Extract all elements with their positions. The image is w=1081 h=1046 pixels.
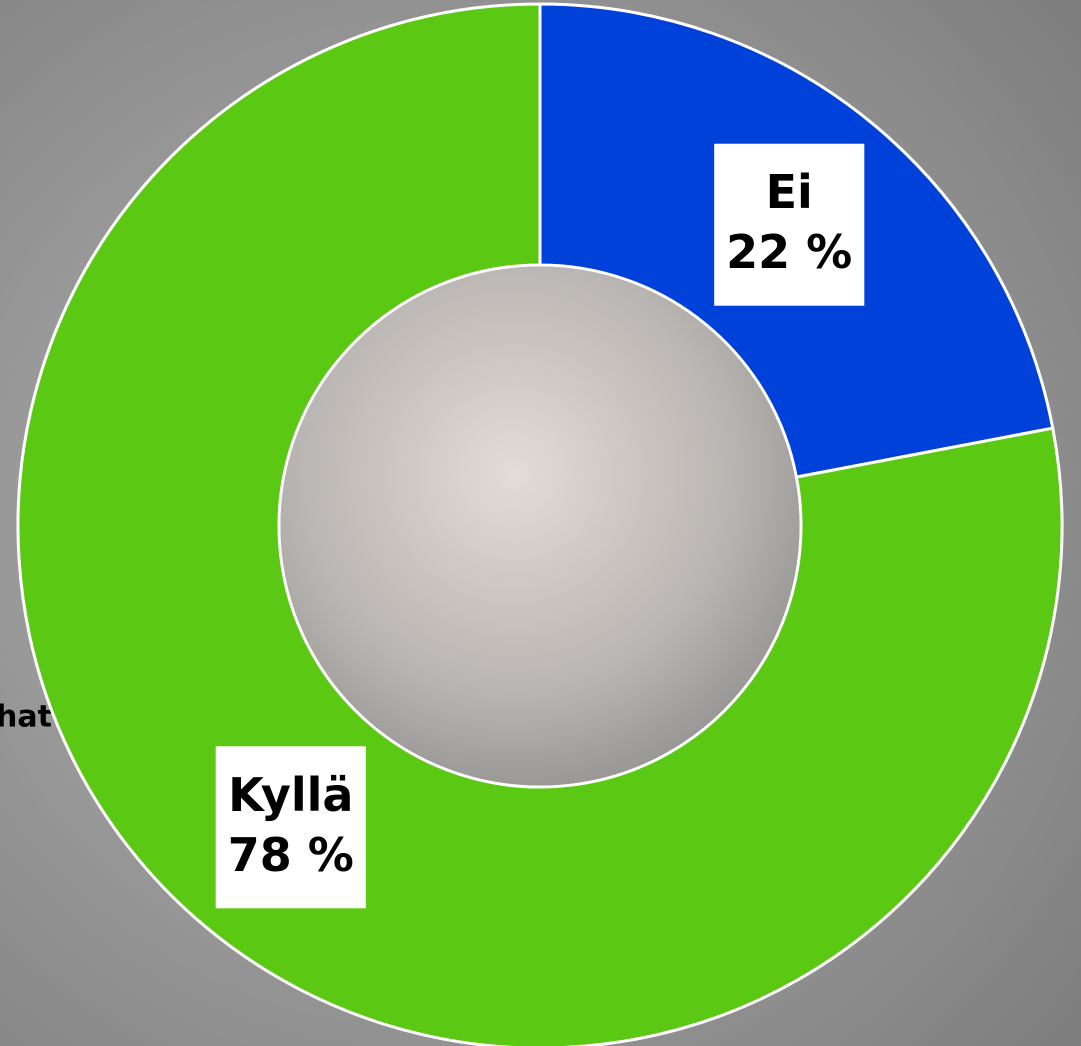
value-label: 22 % xyxy=(726,225,852,279)
data-label: Kyllä 78 % xyxy=(215,746,366,909)
label-box xyxy=(215,746,366,909)
category-label: Ei xyxy=(766,165,813,219)
data-label: Ei 22 % xyxy=(714,143,865,306)
value-label: 78 % xyxy=(228,828,354,882)
category-label: Kyllä xyxy=(228,768,353,822)
label-box xyxy=(714,143,865,306)
donut-hole xyxy=(280,266,800,786)
plot: Ei 22 % Kyllä 78 % xyxy=(16,2,1064,1046)
annotation: hat xyxy=(0,700,52,735)
